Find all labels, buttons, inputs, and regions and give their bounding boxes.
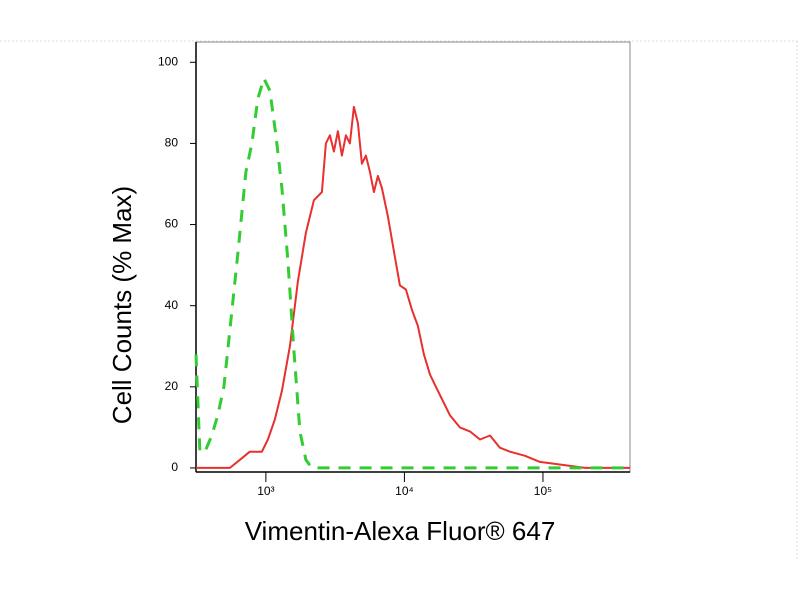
x-axis-label: Vimentin-Alexa Fluor® 647 xyxy=(245,516,556,546)
plot-frame xyxy=(195,41,631,473)
x-tick-label: 10⁵ xyxy=(534,484,552,498)
y-tick-label: 100 xyxy=(158,54,178,68)
series-line xyxy=(196,105,630,469)
y-tick-label: 20 xyxy=(165,379,179,393)
y-axis-label: Cell Counts (% Max) xyxy=(107,186,137,424)
y-tick-label: 80 xyxy=(165,136,179,150)
y-tick-label: 60 xyxy=(165,217,179,231)
x-tick-label: 10³ xyxy=(257,484,274,498)
y-tick-label: 0 xyxy=(171,460,178,474)
series-line xyxy=(194,77,630,470)
y-tick-label: 40 xyxy=(165,298,179,312)
x-tick-label: 10⁴ xyxy=(395,484,414,498)
